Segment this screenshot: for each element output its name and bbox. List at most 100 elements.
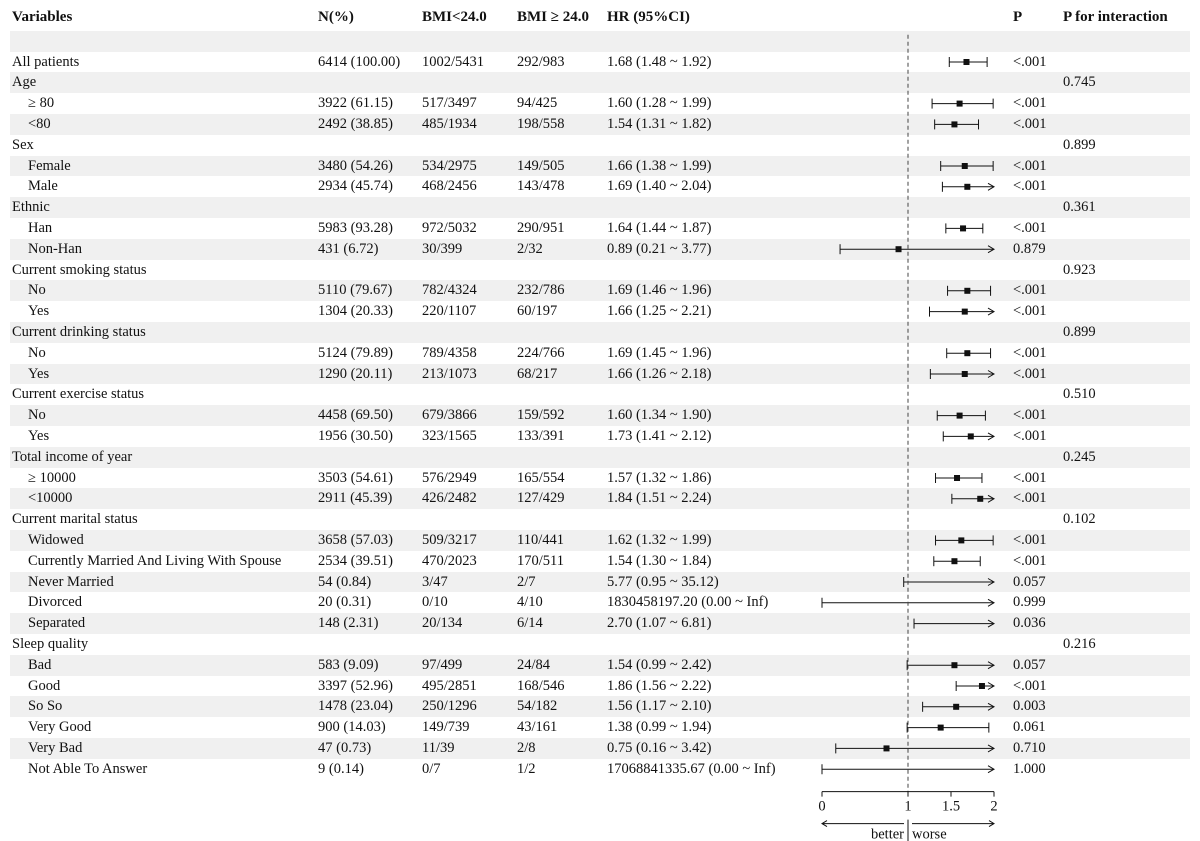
row-hr-ci: 17068841335.67 (0.00 ~ Inf) — [607, 760, 776, 777]
row-p-value: <.001 — [1013, 220, 1047, 236]
row-n: 2934 (45.74) — [318, 178, 393, 195]
hr-point — [977, 495, 984, 502]
ci-arrow — [987, 182, 995, 191]
row-bmi-low: 323/1565 — [422, 428, 477, 444]
table-row: ≥ 80 3922 (61.15) 517/3497 94/425 1.60 (1.28… — [0, 93, 1200, 114]
worse-label: worse — [912, 827, 947, 841]
table-row: Divorced 20 (0.31) 0/10 4/10 1830458197.20 (… — [0, 592, 1200, 613]
row-label: Yes — [28, 428, 50, 444]
row-bmi-low: 495/2851 — [422, 677, 477, 694]
row-p-interaction: 0.245 — [1063, 448, 1096, 465]
row-label: Ethnic — [12, 199, 50, 216]
row-band — [10, 696, 1190, 718]
row-bmi-low: 97/499 — [422, 656, 463, 673]
row-label: Female — [28, 157, 71, 174]
row-hr-ci: 1.62 (1.32 ~ 1.99) — [607, 532, 712, 548]
row-n: 148 (2.31) — [318, 615, 379, 632]
group-row: Sleep quality 0.216 — [0, 634, 1200, 655]
row-label: Current exercise status — [12, 386, 145, 403]
row-bmi-high: 127/429 — [517, 490, 565, 507]
header-n: N(%) — [318, 9, 354, 25]
row-hr-ci: 0.89 (0.21 ~ 3.77) — [607, 240, 712, 257]
row-n: 1304 (20.33) — [318, 303, 393, 320]
row-hr-ci: 1.69 (1.46 ~ 1.96) — [607, 282, 712, 299]
row-hr-ci: 1.38 (0.99 ~ 1.94) — [607, 719, 712, 736]
row-label: So So — [28, 698, 63, 715]
hr-point — [964, 287, 971, 294]
table-row: Non-Han 431 (6.72) 30/399 2/32 0.89 (0.21 ~ … — [0, 239, 1200, 260]
row-bmi-high: 94/425 — [517, 95, 558, 112]
row-p-value: <.001 — [1013, 157, 1047, 174]
row-band — [10, 322, 1190, 343]
row-label: Yes — [28, 365, 50, 382]
row-n: 9 (0.14) — [318, 760, 364, 777]
row-p-value: <.001 — [1013, 282, 1047, 299]
row-label: Han — [28, 220, 53, 236]
row-bmi-low: 250/1296 — [422, 698, 477, 715]
row-bmi-low: 782/4324 — [422, 282, 477, 299]
row-p-value: <.001 — [1013, 469, 1047, 486]
row-bmi-low: 213/1073 — [422, 365, 477, 382]
row-bmi-high: 290/951 — [517, 220, 565, 236]
row-bmi-high: 68/217 — [517, 365, 558, 382]
ci-arrow — [987, 494, 995, 503]
row-band — [10, 405, 1190, 426]
row-p-value: <.001 — [1013, 53, 1047, 70]
row-bmi-low: 679/3866 — [422, 407, 477, 424]
row-band — [10, 72, 1190, 94]
row-p-interaction: 0.899 — [1063, 324, 1096, 340]
table-row: Yes 1304 (20.33) 220/1107 60/197 1.66 (1.25 … — [0, 301, 1200, 322]
hr-point — [951, 662, 958, 669]
row-n: 583 (9.09) — [318, 656, 379, 673]
row-band — [10, 571, 1190, 593]
row-p-value: 0.879 — [1013, 240, 1046, 257]
row-bmi-low: 3/47 — [422, 573, 448, 590]
row-p-interaction: 0.510 — [1063, 386, 1096, 403]
row-label: All patients — [12, 53, 80, 70]
row-band — [10, 280, 1190, 302]
row-bmi-high: 198/558 — [517, 116, 565, 132]
row-p-value: <.001 — [1013, 178, 1047, 195]
row-label: Sleep quality — [12, 636, 89, 652]
row-label: <10000 — [28, 490, 73, 507]
row-p-value: 0.036 — [1013, 615, 1046, 632]
row-p-value: 0.003 — [1013, 698, 1046, 715]
row-n: 3397 (52.96) — [318, 677, 393, 694]
row-p-value: 0.999 — [1013, 594, 1046, 611]
row-label: Age — [12, 74, 37, 91]
row-n: 900 (14.03) — [318, 719, 386, 736]
header-p: P — [1013, 9, 1023, 25]
hr-point — [956, 412, 963, 419]
row-hr-ci: 1.66 (1.26 ~ 2.18) — [607, 365, 712, 382]
hr-point — [951, 558, 958, 565]
row-hr-ci: 1.73 (1.41 ~ 2.12) — [607, 428, 712, 444]
row-bmi-high: 165/554 — [517, 469, 565, 486]
hr-point — [961, 163, 968, 169]
row-label: Bad — [28, 656, 52, 673]
hr-point — [963, 59, 970, 65]
row-bmi-high: 292/983 — [517, 53, 565, 70]
row-n: 3922 (61.15) — [318, 95, 393, 112]
row-label: Male — [28, 178, 58, 195]
better-arrow — [821, 820, 904, 828]
row-p-interaction: 0.899 — [1063, 136, 1096, 153]
row-bmi-high: 133/391 — [517, 428, 565, 444]
ci-arrow — [987, 598, 995, 607]
row-bmi-high: 60/197 — [517, 303, 558, 320]
header-p-interaction: P for interaction — [1063, 9, 1168, 25]
row-p-value: <.001 — [1013, 428, 1047, 444]
ci-arrow — [987, 578, 995, 586]
row-label: Separated — [28, 615, 86, 632]
x-tick-label: 1 — [904, 799, 911, 815]
ci-arrow — [987, 765, 995, 774]
hr-point — [978, 683, 985, 689]
row-hr-ci: 1830458197.20 (0.00 ~ Inf) — [607, 594, 769, 611]
row-band — [10, 613, 1190, 634]
group-row: Sex 0.899 — [0, 135, 1200, 156]
row-hr-ci: 1.69 (1.40 ~ 2.04) — [607, 178, 712, 195]
row-p-value: <.001 — [1013, 407, 1047, 424]
row-n: 3480 (54.26) — [318, 157, 393, 174]
row-bmi-low: 149/739 — [422, 719, 470, 736]
row-n: 6414 (100.00) — [318, 53, 401, 70]
row-p-interaction: 0.923 — [1063, 261, 1096, 278]
